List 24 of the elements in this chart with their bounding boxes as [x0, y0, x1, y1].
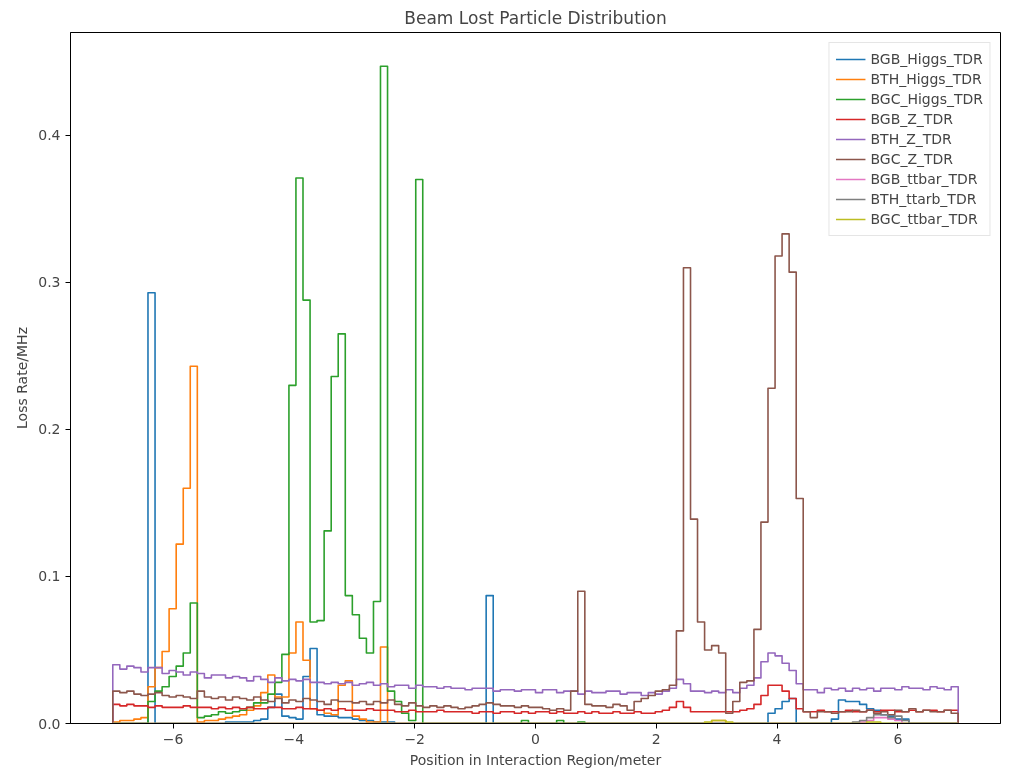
- y-tick-label: 0.0: [38, 715, 61, 732]
- x-tick-label: 0: [531, 730, 540, 747]
- chart-title: Beam Lost Particle Distribution: [404, 7, 667, 28]
- legend-label: BGB_Higgs_TDR: [870, 51, 983, 67]
- x-tick-label: 2: [651, 730, 661, 747]
- legend-label: BGC_Higgs_TDR: [870, 91, 983, 107]
- y-axis-title: Loss Rate/MHz: [14, 327, 31, 429]
- legend-label: BTH_ttarb_TDR: [870, 191, 977, 207]
- x-tick-label: −4: [283, 730, 305, 747]
- legend-label: BTH_Higgs_TDR: [870, 71, 982, 87]
- legend-label: BGB_ttbar_TDR: [870, 171, 978, 187]
- y-tick-label: 0.4: [38, 127, 61, 144]
- x-tick-label: 4: [772, 730, 782, 747]
- x-axis-title: Position in Interaction Region/meter: [409, 751, 662, 768]
- legend-label: BGC_ttbar_TDR: [870, 211, 978, 227]
- y-tick-label: 0.3: [38, 274, 61, 291]
- y-tick-label: 0.2: [38, 421, 61, 438]
- x-tick-label: −2: [404, 730, 426, 747]
- x-tick-label: −6: [162, 730, 184, 747]
- y-tick-label: 0.1: [38, 568, 61, 585]
- x-tick-label: 6: [893, 730, 903, 747]
- legend-label: BGC_Z_TDR: [870, 151, 954, 167]
- legend-label: BGB_Z_TDR: [870, 111, 953, 127]
- legend-label: BTH_Z_TDR: [870, 131, 952, 147]
